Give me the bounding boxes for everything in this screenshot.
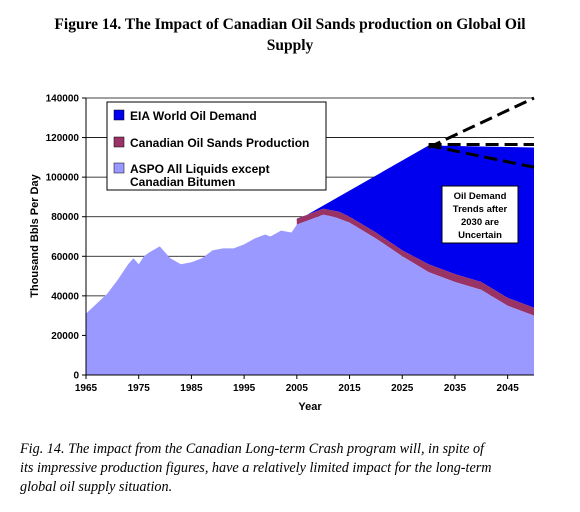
projection-line-1 bbox=[427, 96, 535, 149]
y-tick-label: 140000 bbox=[46, 94, 80, 105]
x-tick-label: 1965 bbox=[75, 383, 98, 394]
uncertainty-note: Oil Demand Trends after 2030 are Uncerta… bbox=[441, 185, 519, 244]
y-tick-label: 100000 bbox=[46, 173, 80, 184]
legend-label-oil-sands: Canadian Oil Sands Production bbox=[130, 136, 309, 150]
uncertainty-note-line3: 2030 are bbox=[461, 217, 499, 228]
figure-title-line1: Figure 14. The Impact of Canadian Oil Sa… bbox=[54, 16, 526, 33]
legend-swatch-oil-sands bbox=[113, 136, 125, 148]
x-axis-ticks: 1965 1975 1985 1995 2005 2015 2025 2035 2045 bbox=[75, 375, 519, 394]
legend-box bbox=[106, 101, 327, 191]
uncertainty-note-line4: Uncertain bbox=[458, 230, 502, 241]
figure-caption: Fig. 14. The impact from the Canadian Lo… bbox=[20, 440, 565, 497]
y-tick-label: 120000 bbox=[46, 133, 80, 144]
x-tick-label: 1985 bbox=[180, 383, 203, 394]
legend-label-eia-demand: EIA World Oil Demand bbox=[130, 109, 257, 123]
x-tick-label: 2035 bbox=[444, 383, 467, 394]
y-tick-label: 60000 bbox=[51, 252, 79, 263]
y-tick-label: 80000 bbox=[51, 212, 79, 223]
y-axis-label: Thousand Bbls Per Day bbox=[29, 173, 41, 297]
x-tick-label: 1975 bbox=[128, 383, 151, 394]
legend-label-aspo: ASPO All Liquids except Canadian Bitumen bbox=[130, 162, 273, 189]
uncertainty-note-line2: Trends after bbox=[453, 204, 508, 215]
caption-line1: Fig. 14. The impact from the Canadian Lo… bbox=[20, 441, 484, 457]
uncertainty-note-box bbox=[441, 185, 519, 244]
caption-line2: its impressive production figures, have … bbox=[20, 460, 492, 476]
x-tick-label: 2005 bbox=[286, 383, 309, 394]
uncertainty-note-line1: Oil Demand bbox=[454, 191, 507, 202]
y-tick-label: 20000 bbox=[51, 331, 79, 342]
oil-supply-chart: 020000400006000080000100000120000140000 … bbox=[29, 94, 535, 413]
y-axis-ticks: 0 20000 40000 60000 80000 100000 120000 140000 bbox=[46, 94, 86, 382]
legend: EIA World Oil Demand Canadian Oil Sands … bbox=[106, 101, 327, 191]
x-axis-label: Year bbox=[298, 401, 322, 413]
oil-sands-area bbox=[296, 208, 534, 316]
figure-title: Figure 14. The Impact of Canadian Oil Sa… bbox=[0, 14, 580, 56]
x-tick-label: 2025 bbox=[391, 383, 414, 394]
figure-title-line2: Supply bbox=[266, 37, 314, 54]
y-tick-label: 40000 bbox=[51, 291, 79, 302]
aspo-liquids-area bbox=[86, 214, 534, 375]
x-tick-label: 1995 bbox=[233, 383, 256, 394]
x-tick-label: 2015 bbox=[338, 383, 361, 394]
legend-swatch-eia-demand bbox=[113, 109, 125, 121]
y-tick-label: 0 bbox=[73, 371, 79, 382]
projection-lines bbox=[427, 96, 535, 169]
legend-swatch-aspo bbox=[113, 162, 125, 174]
caption-line3: global oil supply situation. bbox=[20, 479, 173, 495]
x-tick-label: 2045 bbox=[497, 383, 520, 394]
